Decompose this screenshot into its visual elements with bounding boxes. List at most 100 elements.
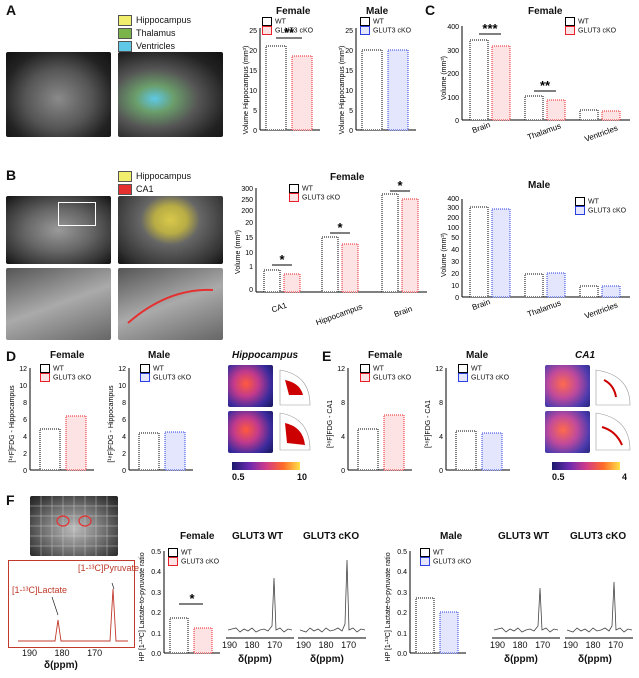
bar-hippocampus-wt: [321, 236, 339, 293]
bar-ca1-cko: [283, 273, 301, 293]
chart-a-male: Volume Hippocampus (mm³) 0 5 10 15 20 25: [339, 28, 416, 135]
chart-e-male: [¹⁸F]FDG - CA1 0 4 8 12: [425, 366, 510, 475]
legend-item-wt: WT: [40, 364, 91, 373]
panel-label-d: D: [6, 348, 17, 364]
svg-text:12: 12: [435, 366, 443, 373]
voxel-grid: [30, 496, 118, 556]
svg-text:0: 0: [455, 295, 459, 302]
svg-text:5: 5: [349, 108, 353, 115]
legend-item-cko: GLUT3 cKO: [458, 373, 509, 383]
atlas-ca1: [595, 369, 631, 451]
svg-text:1: 1: [249, 264, 253, 271]
bar-cko: [383, 414, 405, 471]
bar-cko: [193, 627, 213, 654]
bar-cko: [439, 611, 459, 654]
bar-ventricles-wt: [579, 109, 599, 121]
svg-text:12: 12: [118, 366, 126, 373]
panel-label-f: F: [6, 492, 15, 508]
significance-marker: **: [540, 78, 551, 93]
chart-title: Male: [148, 350, 171, 361]
legend-d-male: WT GLUT3 cKO: [140, 364, 191, 383]
svg-text:10: 10: [249, 88, 257, 95]
legend-item-wt: WT: [289, 184, 340, 193]
legend-item-wt: WT: [458, 364, 509, 373]
chart-title: Female: [528, 6, 563, 17]
legend-f-male: WT GLUT3 cKO: [420, 548, 471, 567]
svg-text:10: 10: [118, 383, 126, 390]
svg-text:0: 0: [455, 118, 459, 125]
legend-c-female: WT GLUT3 cKO: [565, 17, 616, 36]
bar-brain-cko: [491, 45, 511, 121]
bar-wt: [169, 617, 189, 654]
bar-wt: [455, 430, 477, 471]
y-axis-label: Volume (mm³): [235, 230, 242, 274]
bar-wt: [265, 45, 287, 131]
legend-item-wt: WT: [140, 364, 191, 373]
bar-ventricles-cko: [601, 110, 621, 121]
spectrum-female-wt: [226, 577, 294, 639]
roi-legend-a: Hippocampus Thalamus Ventricles: [118, 14, 191, 53]
legend-item-cko: GLUT3 cKO: [40, 373, 91, 383]
y-ticks: 0 4 8 12: [337, 366, 345, 475]
y-ticks: 0 10 20 30 40 50 100 200 300 400: [447, 196, 459, 302]
x-tick-label: CA1: [270, 301, 288, 315]
svg-text:0: 0: [439, 468, 443, 475]
svg-text:25: 25: [345, 28, 353, 35]
legend-item-wt: WT: [575, 197, 626, 206]
bar-wt: [138, 432, 160, 471]
x-ticks: 190 180 170: [490, 640, 551, 650]
bar-brain-wt: [469, 206, 489, 298]
chart-title: Female: [330, 172, 365, 183]
pet-image-wt: [545, 365, 590, 407]
svg-text:0.3: 0.3: [151, 590, 161, 597]
legend-item-wt: WT: [360, 17, 411, 26]
svg-text:0.1: 0.1: [397, 631, 407, 638]
svg-text:0: 0: [23, 468, 27, 475]
svg-text:20: 20: [245, 220, 253, 227]
svg-text:200: 200: [447, 215, 459, 222]
svg-text:20: 20: [345, 48, 353, 55]
bar-cko: [291, 55, 313, 131]
svg-text:30: 30: [451, 259, 459, 266]
bar-wt: [357, 428, 379, 471]
chart-b: Volume (mm³) 0 1 10 15 20 200 250 300 * …: [235, 178, 427, 327]
legend-item-cko: GLUT3 cKO: [565, 26, 616, 36]
mri-zoom-image: [6, 268, 111, 340]
significance-marker: *: [397, 178, 403, 193]
y-ticks: 0 5 10 15 20 25: [345, 28, 353, 135]
legend-item-cko: GLUT3 cKO: [575, 206, 626, 216]
significance-marker: **: [284, 25, 295, 40]
x-axis-label: δ(ppm): [44, 660, 78, 671]
legend-a-male: WT GLUT3 cKO: [360, 17, 411, 36]
x-axis-label: δ(ppm): [310, 654, 344, 665]
mri-coronal-image: [6, 52, 111, 137]
x-tick-label: Ventricles: [583, 123, 619, 143]
roi-legend-item: CA1: [118, 183, 191, 196]
panel-label-c: C: [425, 2, 436, 18]
pyruvate-label: [1-¹³C]Pyruvate: [78, 563, 140, 573]
svg-text:0: 0: [349, 128, 353, 135]
svg-text:50: 50: [451, 235, 459, 242]
svg-text:20: 20: [249, 48, 257, 55]
bar-ventricles-wt: [579, 285, 599, 298]
mri-roi-overlay-image: [118, 52, 223, 137]
bar-thalamus-cko: [546, 272, 566, 298]
svg-text:0.4: 0.4: [397, 569, 407, 576]
svg-text:10: 10: [245, 250, 253, 257]
y-axis-label: [¹⁸F]FDG - CA1: [425, 400, 432, 448]
svg-text:0: 0: [253, 128, 257, 135]
significance-marker: *: [337, 220, 343, 235]
x-tick-label: Brain: [393, 304, 414, 319]
panel-label-e: E: [322, 348, 332, 364]
chart-d-male: [¹⁸F]FDG - Hippocampus 0 2 4 6 8 10 12: [108, 366, 193, 475]
svg-text:10: 10: [19, 383, 27, 390]
chart-title: Male: [528, 180, 551, 191]
svg-text:15: 15: [345, 68, 353, 75]
bar-cko: [164, 431, 186, 471]
mrs-grid-image: [30, 496, 118, 556]
x-axis-label: δ(ppm): [578, 654, 612, 665]
roi-legend-item: Hippocampus: [118, 170, 191, 183]
legend-item-cko: GLUT3 cKO: [360, 26, 411, 36]
svg-text:0.2: 0.2: [397, 610, 407, 617]
